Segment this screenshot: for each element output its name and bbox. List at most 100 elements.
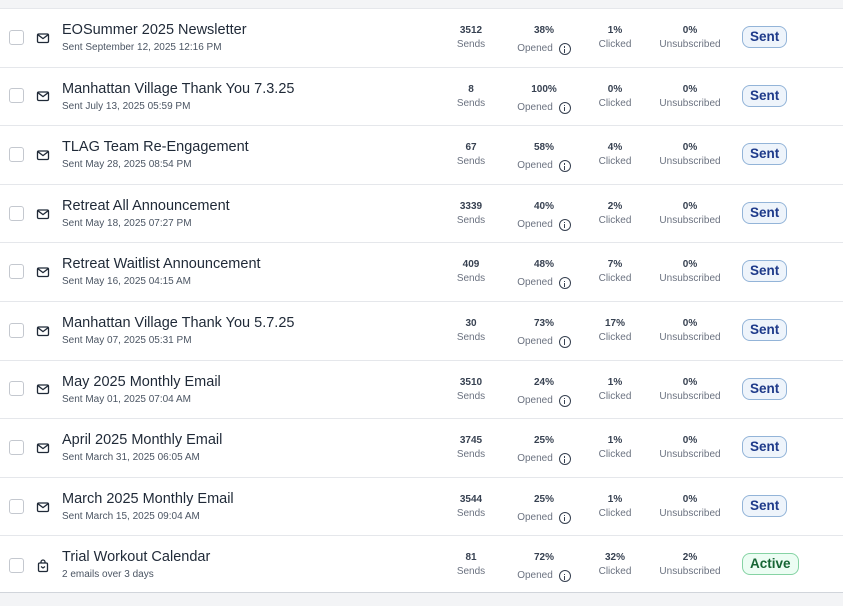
campaign-title[interactable]: May 2025 Monthly Email <box>62 373 221 390</box>
clicked-label: Clicked <box>598 331 632 343</box>
info-icon[interactable] <box>558 511 571 524</box>
opened-label: Opened <box>517 335 553 347</box>
clicked-rate: 1% <box>607 376 623 388</box>
campaign-subtitle: Sent May 28, 2025 08:54 PM <box>62 159 192 171</box>
bag-icon <box>36 559 50 573</box>
sends-stat: 67 Sends <box>446 141 496 169</box>
status-badge: Sent <box>742 377 788 400</box>
status-badge: Sent <box>742 260 788 283</box>
unsubscribed-label: Unsubscribed <box>659 566 721 578</box>
clicked-stat: 4% Clicked <box>590 141 640 169</box>
status-badge: Sent <box>742 201 788 224</box>
campaign-title[interactable]: Retreat All Announcement <box>62 197 230 214</box>
sends-label: Sends <box>456 449 486 461</box>
row-checkbox[interactable] <box>9 557 24 573</box>
opened-label: Opened <box>517 394 553 406</box>
campaign-row[interactable]: Manhattan Village Thank You 7.3.25 Sent … <box>0 68 843 127</box>
campaign-title[interactable]: Manhattan Village Thank You 5.7.25 <box>62 314 295 331</box>
campaign-subtitle: Sent May 18, 2025 07:27 PM <box>62 217 192 229</box>
opened-rate: 25% <box>533 493 554 505</box>
campaign-title[interactable]: Trial Workout Calendar <box>62 549 211 566</box>
clicked-stat: 0% Clicked <box>590 83 640 111</box>
unsubscribed-rate: 0% <box>682 376 698 388</box>
opened-rate: 100% <box>531 83 557 95</box>
status-badge: Sent <box>742 436 788 459</box>
opened-rate: 38% <box>533 25 554 36</box>
envelope-icon <box>36 31 50 45</box>
campaign-title[interactable]: March 2025 Monthly Email <box>62 490 234 507</box>
campaign-row[interactable]: EOSummer 2025 Newsletter Sent September … <box>0 9 843 68</box>
sends-label: Sends <box>456 39 486 50</box>
info-icon[interactable] <box>558 277 571 290</box>
clicked-label: Clicked <box>598 97 632 109</box>
campaign-row[interactable]: Trial Workout Calendar 2 emails over 3 d… <box>0 536 843 595</box>
campaign-row[interactable]: May 2025 Monthly Email Sent May 01, 2025… <box>0 361 843 420</box>
row-checkbox[interactable] <box>9 146 24 162</box>
row-checkbox[interactable] <box>9 498 24 514</box>
campaign-title[interactable]: Retreat Waitlist Announcement <box>62 256 261 273</box>
clicked-stat: 1% Clicked <box>590 376 640 404</box>
clicked-stat: 2% Clicked <box>590 200 640 228</box>
campaign-title[interactable]: TLAG Team Re-Engagement <box>62 139 249 156</box>
campaign-title[interactable]: EOSummer 2025 Newsletter <box>62 22 247 38</box>
row-checkbox[interactable] <box>9 322 24 338</box>
opened-label: Opened <box>517 43 553 54</box>
campaign-subtitle: 2 emails over 3 days <box>62 569 154 581</box>
unsubscribed-rate: 0% <box>682 200 698 212</box>
envelope-icon <box>36 324 50 338</box>
sends-stat: 3512 Sends <box>446 24 496 52</box>
opened-stat: 25% Opened <box>506 493 582 525</box>
unsubscribed-stat: 0% Unsubscribed <box>652 200 728 228</box>
unsubscribed-stat: 2% Unsubscribed <box>652 551 728 579</box>
unsubscribed-rate: 0% <box>682 435 698 447</box>
unsubscribed-rate: 0% <box>682 25 698 36</box>
envelope-icon <box>36 207 50 221</box>
opened-label: Opened <box>517 277 553 289</box>
opened-rate: 72% <box>533 552 554 564</box>
info-icon[interactable] <box>558 453 571 466</box>
row-checkbox[interactable] <box>9 205 24 221</box>
row-checkbox[interactable] <box>9 29 24 45</box>
campaign-subtitle: Sent May 07, 2025 05:31 PM <box>62 334 192 346</box>
clicked-stat: 1% Clicked <box>590 493 640 521</box>
envelope-icon <box>36 265 50 279</box>
unsubscribed-rate: 0% <box>682 142 698 154</box>
sends-stat: 81 Sends <box>446 551 496 579</box>
status-badge: Sent <box>742 494 788 517</box>
row-checkbox[interactable] <box>9 381 24 397</box>
campaign-title[interactable]: April 2025 Monthly Email <box>62 432 223 449</box>
sends-label: Sends <box>456 214 486 226</box>
clicked-stat: 1% Clicked <box>590 24 640 52</box>
campaign-title[interactable]: Manhattan Village Thank You 7.3.25 <box>62 80 295 97</box>
unsubscribed-label: Unsubscribed <box>659 39 721 50</box>
clicked-label: Clicked <box>598 214 632 226</box>
campaign-row[interactable]: Retreat Waitlist Announcement Sent May 1… <box>0 243 843 302</box>
status-badge: Sent <box>742 84 788 107</box>
info-icon[interactable] <box>558 43 571 55</box>
sends-count: 81 <box>465 552 477 564</box>
row-checkbox[interactable] <box>9 88 24 104</box>
unsubscribed-stat: 0% Unsubscribed <box>652 24 728 52</box>
campaign-row[interactable]: March 2025 Monthly Email Sent March 15, … <box>0 478 843 537</box>
info-icon[interactable] <box>558 218 571 231</box>
row-checkbox[interactable] <box>9 439 24 455</box>
info-icon[interactable] <box>558 160 571 173</box>
info-icon[interactable] <box>558 335 571 348</box>
campaign-row[interactable]: Retreat All Announcement Sent May 18, 20… <box>0 185 843 244</box>
sends-stat: 3544 Sends <box>446 493 496 521</box>
row-checkbox[interactable] <box>9 264 24 280</box>
info-icon[interactable] <box>558 101 571 114</box>
envelope-icon <box>36 500 50 514</box>
campaign-row[interactable]: Manhattan Village Thank You 5.7.25 Sent … <box>0 302 843 361</box>
campaign-row[interactable]: TLAG Team Re-Engagement Sent May 28, 202… <box>0 126 843 185</box>
info-icon[interactable] <box>558 570 571 583</box>
clicked-label: Clicked <box>598 507 632 519</box>
clicked-rate: 7% <box>607 259 623 271</box>
opened-label: Opened <box>517 511 553 523</box>
opened-rate: 58% <box>533 142 554 154</box>
campaign-row[interactable]: April 2025 Monthly Email Sent March 31, … <box>0 419 843 478</box>
unsubscribed-label: Unsubscribed <box>659 156 721 168</box>
clicked-stat: 1% Clicked <box>590 434 640 462</box>
sends-count: 3544 <box>459 493 483 505</box>
info-icon[interactable] <box>558 394 571 407</box>
